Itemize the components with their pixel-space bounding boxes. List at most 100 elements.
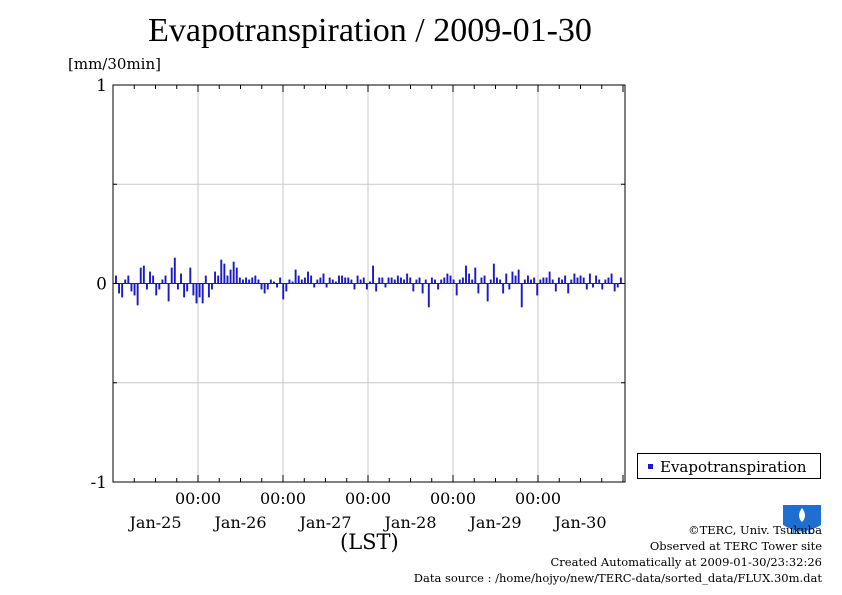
bar xyxy=(161,279,164,284)
bar xyxy=(331,279,334,284)
bar xyxy=(226,275,229,284)
bar xyxy=(232,261,235,284)
bar xyxy=(520,283,523,308)
bar xyxy=(557,277,560,284)
x-time-label: 00:00 xyxy=(260,489,306,508)
x-date-label: Jan-30 xyxy=(552,513,606,532)
bar xyxy=(124,279,127,284)
bar xyxy=(508,283,511,290)
bar xyxy=(446,273,449,284)
bar xyxy=(136,283,139,306)
y-tick-label: 0 xyxy=(96,275,107,295)
bar xyxy=(477,283,480,294)
bar xyxy=(375,283,378,292)
bar xyxy=(570,279,573,284)
bar xyxy=(307,271,309,284)
terc-logo-icon: TERC xyxy=(783,505,821,536)
bar xyxy=(610,273,613,284)
bar xyxy=(567,283,570,294)
bar xyxy=(514,275,517,284)
bar xyxy=(406,273,409,284)
x-time-label: 00:00 xyxy=(515,489,561,508)
bar xyxy=(399,277,402,284)
bar xyxy=(378,277,381,284)
bar xyxy=(195,283,198,304)
bar xyxy=(536,283,539,296)
bar xyxy=(207,283,210,298)
bar xyxy=(319,277,322,284)
chart-title: Evapotranspiration / 2009-01-30 xyxy=(148,12,592,49)
bar xyxy=(598,279,601,284)
bar xyxy=(483,275,486,284)
bar xyxy=(142,265,145,284)
bar xyxy=(564,275,567,284)
logo-text: TERC xyxy=(791,527,814,536)
source-text: Data source : /home/hojyo/new/TERC-data/… xyxy=(413,571,822,585)
bar xyxy=(403,279,405,284)
bar xyxy=(613,283,616,292)
x-date-label: Jan-28 xyxy=(382,513,436,532)
bar xyxy=(607,277,610,284)
bar xyxy=(313,283,316,288)
bar xyxy=(242,279,244,284)
bar xyxy=(152,275,155,284)
bar xyxy=(449,275,452,284)
bar xyxy=(204,275,207,284)
bar xyxy=(582,277,585,284)
bar xyxy=(545,277,548,284)
bar xyxy=(530,279,532,284)
bar xyxy=(282,283,285,300)
x-axis-label: (LST) xyxy=(340,530,399,554)
bar xyxy=(158,283,161,290)
x-date-label: Jan-29 xyxy=(467,513,521,532)
bar xyxy=(260,283,263,290)
bar xyxy=(616,283,619,288)
bar xyxy=(164,275,167,284)
legend: Evapotranspiration xyxy=(637,453,821,479)
bar xyxy=(434,279,436,284)
bar xyxy=(176,283,179,290)
bar xyxy=(189,267,192,284)
bar xyxy=(303,277,306,284)
bar xyxy=(418,277,421,284)
bar xyxy=(359,279,362,284)
bar xyxy=(480,277,483,284)
bar xyxy=(511,271,514,284)
bar xyxy=(468,273,471,284)
bar xyxy=(272,281,275,284)
bar xyxy=(526,275,529,284)
bar xyxy=(372,265,375,284)
bar xyxy=(263,283,266,294)
bar xyxy=(458,279,461,284)
bar xyxy=(369,281,371,284)
bar xyxy=(235,267,238,284)
x-axis-ticks: 00:00 00:00 00:00 00:00 00:00 Jan-25 Jan-26 Jan… xyxy=(112,85,624,532)
bar xyxy=(180,273,182,284)
bar xyxy=(489,279,492,284)
bar xyxy=(201,283,204,304)
bar xyxy=(362,277,365,284)
bar xyxy=(223,263,226,284)
bar xyxy=(523,279,526,284)
x-date-label: Jan-25 xyxy=(127,513,181,532)
legend-entry-evapotranspiration: Evapotranspiration xyxy=(660,458,807,476)
bar xyxy=(461,277,464,284)
bar xyxy=(217,275,220,284)
bar xyxy=(145,283,148,290)
bar xyxy=(542,277,545,284)
legend-swatch xyxy=(648,464,653,469)
bar xyxy=(390,277,393,284)
bar xyxy=(341,275,344,284)
bar xyxy=(576,277,579,284)
bar xyxy=(279,277,282,284)
bar xyxy=(214,271,217,284)
y-tick-label: -1 xyxy=(90,473,107,493)
bar xyxy=(127,275,130,284)
bar xyxy=(350,279,353,284)
bar xyxy=(421,283,424,294)
bar xyxy=(548,271,551,284)
bar xyxy=(347,277,350,284)
bar xyxy=(186,283,189,292)
bar xyxy=(297,275,300,284)
bar xyxy=(288,279,291,284)
